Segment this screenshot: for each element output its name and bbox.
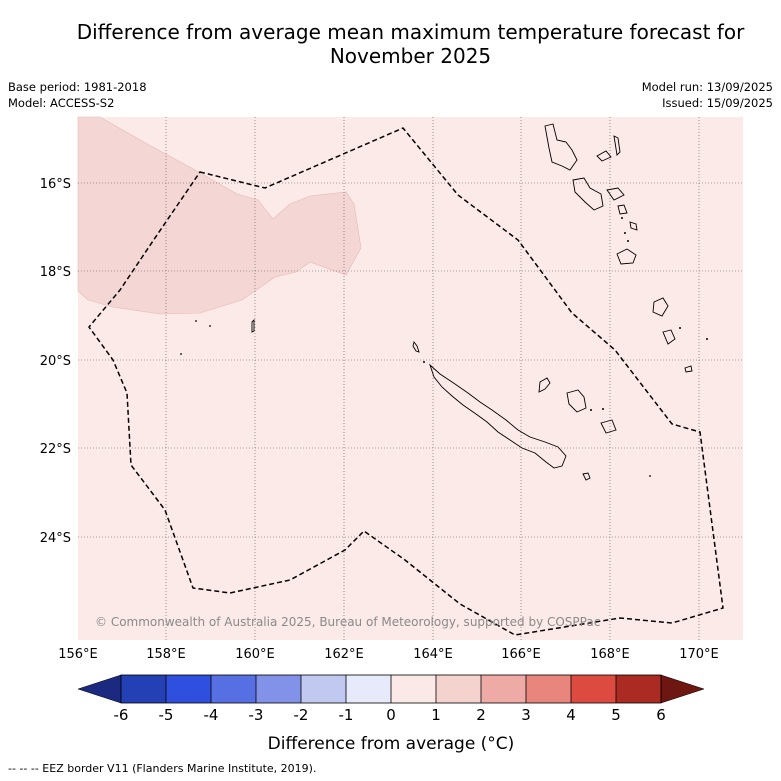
- lon-label-160e: 160°E: [235, 647, 275, 662]
- malo-island: [596, 150, 612, 162]
- cb-tick: 3: [521, 706, 531, 724]
- map-title: Difference from average mean maximum tem…: [76, 20, 745, 68]
- cb-tick: 0: [386, 706, 396, 724]
- cb-tick: -6: [114, 706, 129, 724]
- cb-tick: 2: [476, 706, 486, 724]
- colorbar-bin-minus5: [166, 675, 211, 703]
- colorbar-bin-5: [616, 675, 661, 703]
- lon-label-162e: 162°E: [324, 647, 364, 662]
- lifou-island: [566, 389, 587, 413]
- efate-island: [616, 248, 637, 265]
- islet: [180, 353, 182, 355]
- anomaly-region-1-to-2: [77, 116, 362, 315]
- copyright-notice: © Commonwealth of Australia 2025, Bureau…: [95, 615, 600, 629]
- lon-label-170e: 170°E: [679, 647, 719, 662]
- new-caledonia-island: [429, 363, 567, 469]
- cb-tick: 5: [611, 706, 621, 724]
- colorbar-extend-high: [660, 674, 705, 704]
- eez-border: [88, 127, 724, 636]
- metadata-right: Model run: 13/09/2025 Issued: 15/09/2025: [642, 79, 773, 111]
- model-run: Model run: 13/09/2025: [641, 80, 773, 94]
- islet: [624, 232, 626, 234]
- islet: [706, 338, 708, 340]
- isle-of-pines: [582, 472, 591, 481]
- lon-label-166e: 166°E: [501, 647, 541, 662]
- colorbar-bin-minus1: [346, 675, 391, 703]
- maewo-island: [613, 135, 621, 156]
- cb-tick: -2: [294, 706, 309, 724]
- cb-tick: 4: [566, 706, 576, 724]
- erromango-island: [652, 297, 669, 317]
- lat-label-20s: 20°S: [40, 354, 71, 369]
- colorbar-extend-low: [77, 674, 122, 704]
- colorbar: -6 -5 -4 -3 -2 -1 0 1 2 3 4 5 6 Differen…: [77, 674, 705, 754]
- graticule: [78, 117, 743, 640]
- colorbar-bin-3: [526, 675, 571, 703]
- cb-tick: -3: [249, 706, 264, 724]
- cb-tick: -5: [159, 706, 174, 724]
- colorbar-bin-minus3: [256, 675, 301, 703]
- lon-label-158e: 158°E: [146, 647, 186, 662]
- lat-label-16s: 16°S: [40, 177, 71, 192]
- latitude-labels: 16°S 18°S 20°S 22°S 24°S: [40, 177, 71, 546]
- ambrym-island: [606, 187, 625, 201]
- eez-legend-note: -- -- -- EEZ border V11 (Flanders Marine…: [8, 762, 317, 775]
- islet: [627, 240, 629, 242]
- belep-islands: [412, 340, 420, 353]
- model-name: Model: ACCESS-S2: [8, 96, 115, 110]
- lat-label-24s: 24°S: [40, 531, 71, 546]
- islet: [602, 408, 604, 410]
- aneityum-island: [684, 365, 693, 373]
- colorbar-bin-4: [571, 675, 616, 703]
- base-period: Base period: 1981-2018: [8, 80, 147, 94]
- colorbar-bin-2: [481, 675, 526, 703]
- islet: [195, 320, 197, 322]
- cb-tick: 1: [431, 706, 441, 724]
- ouvea-island: [538, 377, 551, 393]
- islet: [679, 327, 681, 329]
- colorbar-bin-minus6: [121, 675, 166, 703]
- lon-label-168e: 168°E: [590, 647, 630, 662]
- lat-label-22s: 22°S: [40, 442, 71, 457]
- mare-island: [600, 419, 617, 434]
- cb-tick: 6: [656, 706, 666, 724]
- colorbar-bin-0: [391, 675, 436, 703]
- shepherd-islands: [629, 221, 638, 231]
- islet: [649, 475, 651, 477]
- colorbar-label: Difference from average (°C): [268, 734, 515, 754]
- lon-label-156e: 156°E: [58, 647, 98, 662]
- issued-date: Issued: 15/09/2025: [662, 96, 773, 110]
- cb-tick: -1: [339, 706, 354, 724]
- islet: [621, 217, 623, 219]
- colorbar-bin-1: [436, 675, 481, 703]
- colorbar-bin-minus4: [211, 675, 256, 703]
- cb-tick: -4: [204, 706, 219, 724]
- longitude-labels: 156°E 158°E 160°E 162°E 164°E 166°E 168°…: [58, 647, 719, 662]
- lon-label-164e: 164°E: [413, 647, 453, 662]
- metadata-left: Base period: 1981-2018 Model: ACCESS-S2: [8, 79, 147, 111]
- tanna-island: [662, 329, 676, 345]
- islet: [590, 409, 592, 411]
- malekula-island: [572, 177, 604, 211]
- lat-label-18s: 18°S: [40, 265, 71, 280]
- colorbar-ticks: -6 -5 -4 -3 -2 -1 0 1 2 3 4 5 6: [114, 706, 666, 724]
- espiritu-santo-island: [544, 123, 578, 171]
- chesterfield-islet: [251, 318, 255, 333]
- colorbar-bin-minus2: [301, 675, 346, 703]
- islet: [423, 361, 425, 363]
- epi-islands: [617, 204, 628, 215]
- islet: [209, 325, 211, 327]
